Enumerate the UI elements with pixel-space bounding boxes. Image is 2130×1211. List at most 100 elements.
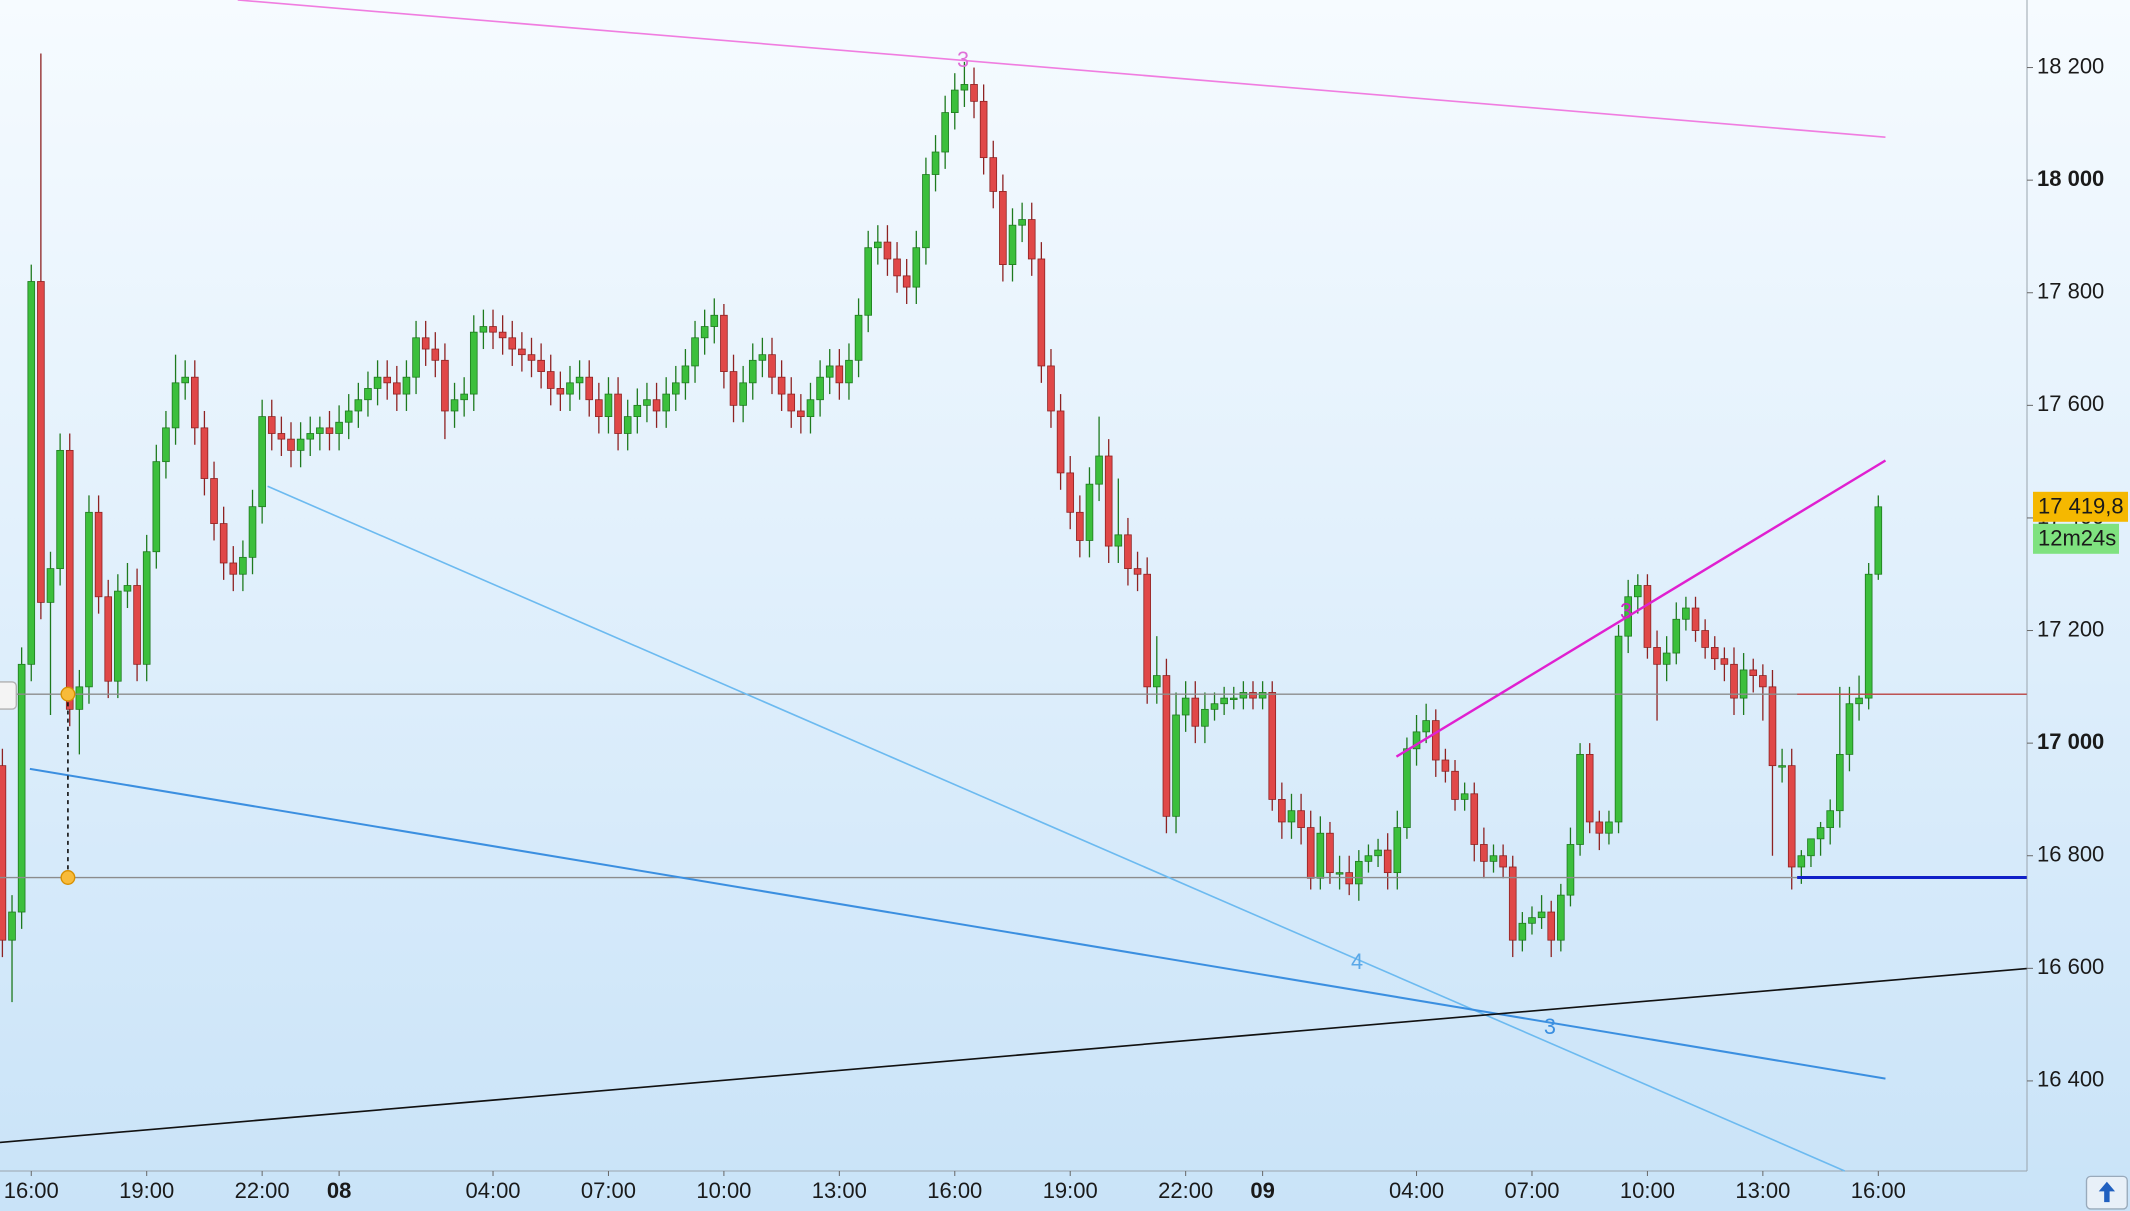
candle-body <box>883 241 892 260</box>
candle-body <box>1816 827 1825 840</box>
anchor-point[interactable] <box>60 686 76 702</box>
candle-body <box>1076 511 1084 541</box>
candle-body <box>1181 697 1190 716</box>
x-tick-label: 16:00 <box>1851 1178 1906 1203</box>
candle-body <box>354 399 363 412</box>
candle-body <box>296 438 305 451</box>
candle-body <box>1643 585 1652 648</box>
y-tick-label: 17 600 <box>2037 391 2104 416</box>
candle-body <box>1653 647 1661 665</box>
candle-body <box>1557 894 1565 941</box>
y-tick-label: 18 200 <box>2037 53 2104 78</box>
candle-body <box>267 416 276 434</box>
candle-body <box>1153 675 1161 688</box>
x-tick-label: 16:00 <box>4 1178 59 1203</box>
candle-body <box>344 410 353 423</box>
candle-body <box>999 191 1007 266</box>
scroll-icon <box>2098 1181 2116 1203</box>
candle-body <box>527 354 536 361</box>
price-tag-box <box>2033 491 2128 522</box>
candle-body <box>364 388 372 401</box>
candle-body <box>133 585 141 665</box>
candle-body <box>1826 810 1835 828</box>
candle-body <box>1778 765 1786 768</box>
candle-body <box>479 326 488 333</box>
y-tick-label: 16 800 <box>2037 842 2104 867</box>
candle-body <box>806 399 815 418</box>
candle-body <box>1460 793 1469 800</box>
candle-body <box>1614 635 1623 823</box>
candle-body <box>825 365 834 378</box>
candle-body <box>691 337 699 367</box>
x-tick-label: 09 <box>1250 1178 1274 1203</box>
candle-body <box>142 551 151 665</box>
candle-body <box>17 663 26 913</box>
candle-body <box>248 506 257 558</box>
candle-body <box>469 331 478 395</box>
candle-body <box>1306 827 1315 879</box>
anchor-point[interactable] <box>60 870 76 885</box>
candle-body <box>1672 618 1681 654</box>
candle-body <box>277 433 286 440</box>
candle-body <box>1797 855 1806 868</box>
candle-body <box>1220 697 1228 705</box>
candle-body <box>1268 692 1277 800</box>
x-tick-label: 13:00 <box>1735 1178 1790 1203</box>
candle-body <box>864 247 872 316</box>
candle-body <box>874 241 882 249</box>
candle-body <box>1528 917 1536 924</box>
candle-body <box>1730 663 1738 699</box>
candle-body <box>546 371 555 389</box>
candle-body <box>1210 703 1219 710</box>
candle-body <box>1095 455 1103 485</box>
candle-body <box>1374 849 1382 857</box>
candle-body <box>162 427 170 463</box>
candle-body <box>1345 872 1354 885</box>
y-tick-label: 16 400 <box>2037 1067 2104 1092</box>
candle-body <box>1085 483 1094 541</box>
candle-body <box>979 100 988 159</box>
candle-body <box>1278 799 1286 823</box>
candle-body <box>1008 224 1017 266</box>
candle-body <box>575 376 584 384</box>
candle-body <box>1470 793 1479 845</box>
candle-body <box>729 371 738 406</box>
candle-body <box>768 354 776 378</box>
candle-body <box>441 359 449 412</box>
candles <box>0 53 1883 1003</box>
candle-body <box>1383 849 1392 874</box>
candle-body <box>595 399 603 418</box>
candle-body <box>46 568 55 603</box>
close-drawing-button[interactable] <box>0 681 17 710</box>
candle-body <box>27 281 36 665</box>
candle-body <box>200 427 209 479</box>
candle-body <box>912 247 921 288</box>
candle-body <box>777 376 786 395</box>
candle-body <box>1229 697 1238 700</box>
x-tick-label: 04:00 <box>465 1178 520 1203</box>
candle-body <box>797 410 805 418</box>
x-tick-label: 22:00 <box>235 1178 290 1203</box>
candle-body <box>700 326 709 339</box>
candle-body <box>1124 534 1132 570</box>
candle-body <box>373 376 382 389</box>
x-tick-label: 04:00 <box>1389 1178 1444 1203</box>
candle-body <box>1364 855 1373 862</box>
candle-body <box>190 376 199 429</box>
candle-body <box>1258 692 1267 699</box>
candle-body <box>1701 630 1709 648</box>
candle-body <box>1355 860 1363 885</box>
candle-body <box>489 326 497 333</box>
candle-body <box>845 359 853 384</box>
candle-body <box>1499 855 1507 868</box>
trend-line <box>0 967 2027 1144</box>
candle-body <box>239 556 247 575</box>
candle-body <box>152 461 161 553</box>
candle-body <box>614 393 622 434</box>
candle-body <box>1316 832 1325 879</box>
x-tick-label: 13:00 <box>812 1178 867 1203</box>
trend-line <box>29 767 1886 1080</box>
time-axis: 16:00 19:00 22:00 08 04:00 07:00 10:00 13:00 16:… <box>4 1171 1906 1203</box>
